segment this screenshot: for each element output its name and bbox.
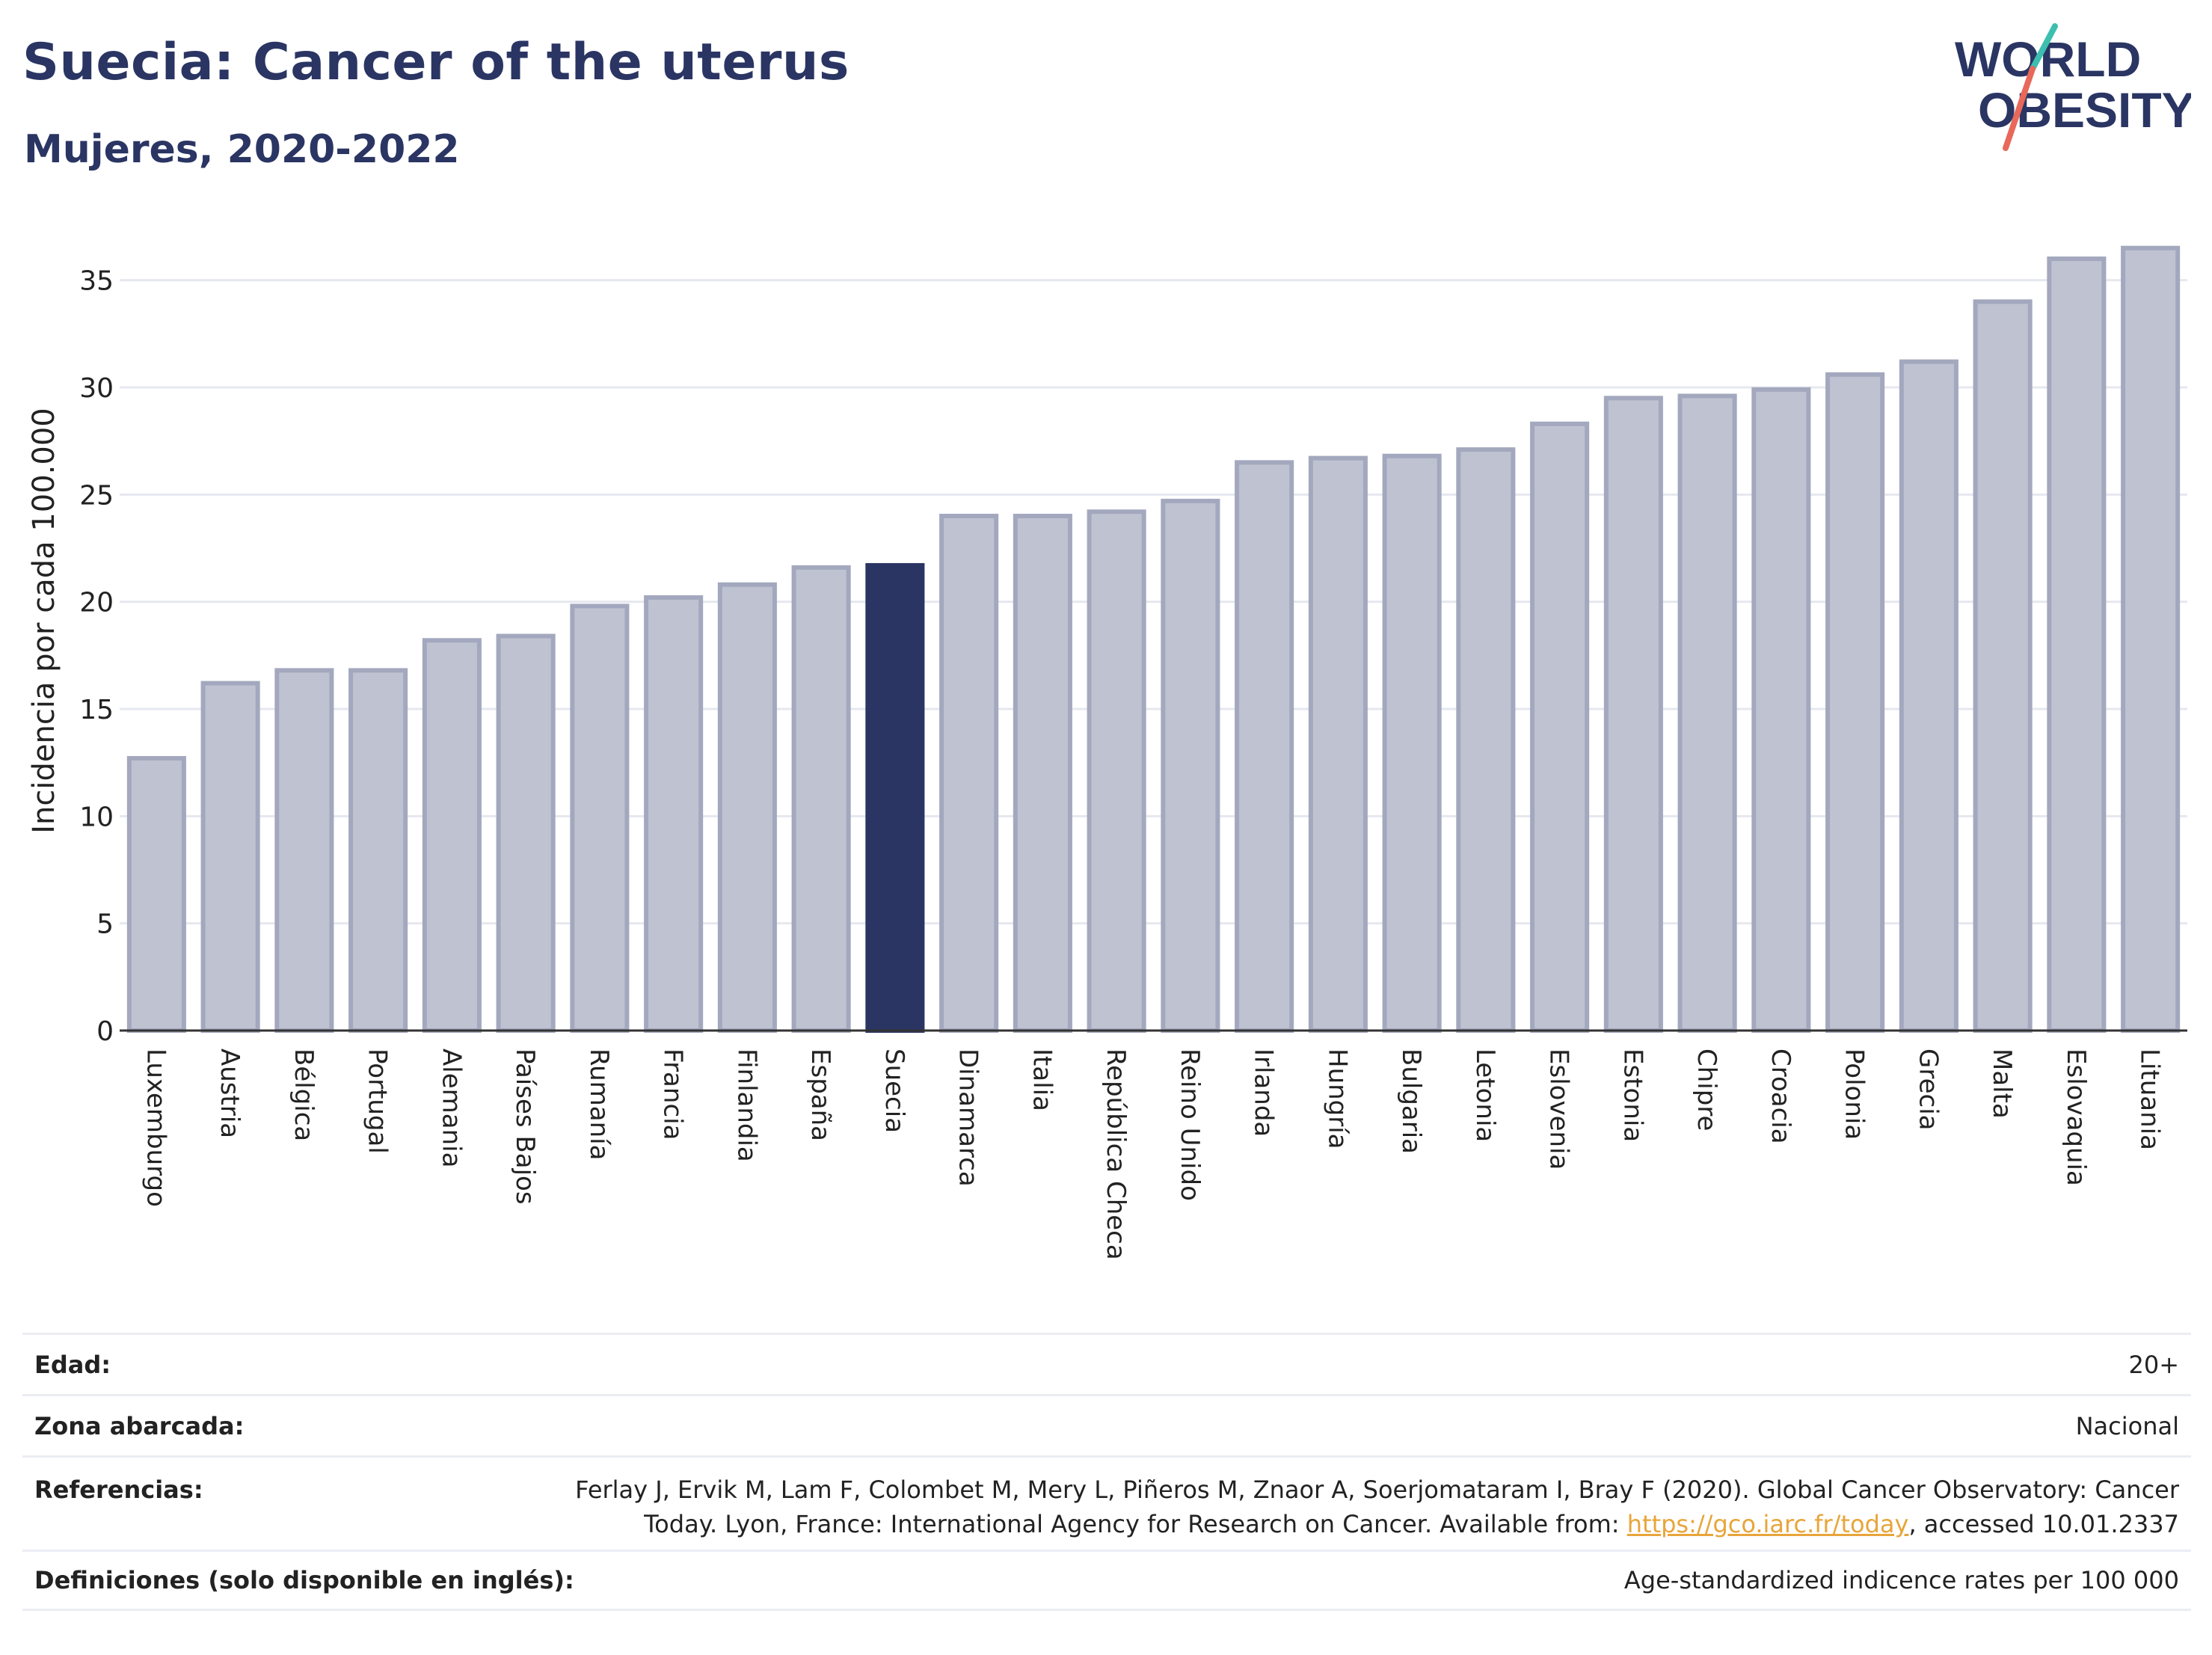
x-tick-label: Eslovaquia [2061, 1048, 2091, 1186]
x-tick-label: Irlanda [1249, 1048, 1279, 1137]
y-tick-label: 5 [96, 909, 114, 940]
bar-irlanda [1235, 460, 1294, 1033]
bar-dinamarca [939, 514, 999, 1033]
bar-luxemburgo [126, 755, 186, 1034]
meta-row-definiciones: Definiciones (solo disponible en inglés)… [22, 1550, 2191, 1611]
bar-república-checa [1087, 509, 1146, 1033]
bar-austria [200, 681, 260, 1033]
y-tick-label: 35 [79, 266, 114, 297]
x-tick-label: Países Bajos [510, 1048, 540, 1205]
bar-malta [1973, 299, 2033, 1034]
y-tick-label: 25 [79, 480, 114, 511]
x-tick-label: Luxemburgo [141, 1048, 170, 1207]
bar-italia [1013, 514, 1072, 1033]
y-axis-label: Incidencia por cada 100.000 [27, 408, 61, 834]
x-tick-label: Portugal [363, 1048, 393, 1154]
world-obesity-logo: WORLD OBESITY [1955, 23, 2191, 151]
bar-alemania [422, 638, 482, 1033]
x-tick-label: Francia [658, 1048, 688, 1140]
bar-suecia [865, 562, 925, 1033]
def-label: Definiciones (solo disponible en inglés)… [34, 1566, 574, 1594]
x-tick-label: España [805, 1048, 835, 1141]
zona-value: Nacional [2075, 1411, 2179, 1440]
ref-line2-pre: Today. Lyon, France: International Agenc… [644, 1510, 1627, 1538]
x-tick-labels: Luxemburgo Austria Bélgica Portugal Alemania… [141, 1048, 2164, 1260]
x-tick-label: Croacia [1766, 1048, 1795, 1144]
x-tick-label: Alemania [436, 1048, 466, 1167]
x-tick-label: Austria [215, 1048, 245, 1138]
x-tick-label: Dinamarca [953, 1048, 983, 1187]
bar-croacia [1751, 387, 1811, 1033]
bar-hungría [1308, 455, 1368, 1033]
meta-row-zona: Zona abarcada: Nacional [22, 1394, 2191, 1455]
x-tick-label: Malta [1987, 1048, 2017, 1119]
bar-portugal [348, 668, 408, 1034]
x-tick-label: Hungría [1322, 1048, 1352, 1149]
x-tick-label: Finlandia [731, 1048, 761, 1162]
meta-row-edad: Edad: 20+ [22, 1333, 2191, 1394]
chart-title: Suecia: Cancer of the uterus [22, 33, 850, 92]
bar-bélgica [274, 668, 334, 1034]
y-tick-label: 10 [79, 802, 114, 832]
bar-letonia [1456, 447, 1516, 1033]
y-tick-labels: 0 5 10 15 20 25 30 35 [79, 266, 114, 1047]
x-tick-label: Bélgica [289, 1048, 319, 1141]
bar-españa [791, 565, 851, 1033]
meta-row-referencias: Referencias: Ferlay J, Ervik M, Lam F, C… [22, 1455, 2191, 1550]
bar-lituania [2121, 245, 2181, 1034]
bar-polonia [1825, 372, 1885, 1033]
edad-label: Edad: [34, 1350, 111, 1379]
ref-line1: Ferlay J, Ervik M, Lam F, Colombet M, Me… [575, 1476, 2179, 1504]
bar-eslovaquia [2047, 257, 2107, 1033]
chart-subtitle: Mujeres, 2020-2022 [24, 127, 460, 172]
edad-value: 20+ [2128, 1350, 2179, 1379]
x-tick-label: Letonia [1470, 1048, 1500, 1142]
x-tick-label: República Checa [1101, 1048, 1131, 1260]
bar-francia [644, 595, 704, 1033]
def-value: Age-standardized indicence rates per 100… [1623, 1566, 2179, 1594]
bar-grecia [1899, 359, 1958, 1034]
ref-line2-post: , accessed 10.01.2337 [1908, 1510, 2179, 1538]
bar-reino-unido [1161, 498, 1220, 1033]
ref-value: Ferlay J, Ervik M, Lam F, Colombet M, Me… [575, 1473, 2191, 1541]
y-tick-label: 0 [96, 1016, 114, 1047]
x-tick-label: Rumanía [584, 1048, 614, 1160]
x-tick-label: Reino Unido [1175, 1048, 1205, 1201]
bar-finlandia [717, 582, 777, 1033]
ref-label: Referencias: [34, 1476, 203, 1504]
x-tick-label: Polonia [1840, 1048, 1870, 1140]
x-tick-label: Italia [1027, 1048, 1057, 1111]
x-tick-label: Estonia [1617, 1048, 1647, 1142]
bar-países-bajos [496, 633, 556, 1033]
x-tick-label: Lituania [2135, 1048, 2165, 1150]
bar-eslovenia [1530, 421, 1590, 1033]
bar-estonia [1603, 396, 1663, 1033]
y-tick-label: 15 [79, 695, 114, 725]
x-tick-label: Bulgaria [1396, 1048, 1426, 1154]
x-tick-label: Suecia [879, 1048, 909, 1133]
bar-bulgaria [1382, 453, 1442, 1033]
x-tick-label: Chipre [1692, 1048, 1721, 1131]
x-tick-label: Grecia [1913, 1048, 1943, 1130]
x-tick-label: Eslovenia [1544, 1048, 1574, 1170]
ref-link[interactable]: https://gco.iarc.fr/today [1626, 1510, 1909, 1538]
y-tick-label: 20 [79, 588, 114, 618]
bar-chipre [1677, 393, 1737, 1033]
y-tick-label: 30 [79, 373, 114, 404]
bar-chart: 0 5 10 15 20 25 30 35 Luxemburgo Austria Bélgica P… [27, 245, 2187, 1260]
bar-rumanía [570, 604, 630, 1033]
zona-label: Zona abarcada: [34, 1411, 245, 1440]
bars [120, 245, 2187, 1034]
metadata-table: Edad: 20+ Zona abarcada: Nacional Refere… [22, 1333, 2191, 1611]
